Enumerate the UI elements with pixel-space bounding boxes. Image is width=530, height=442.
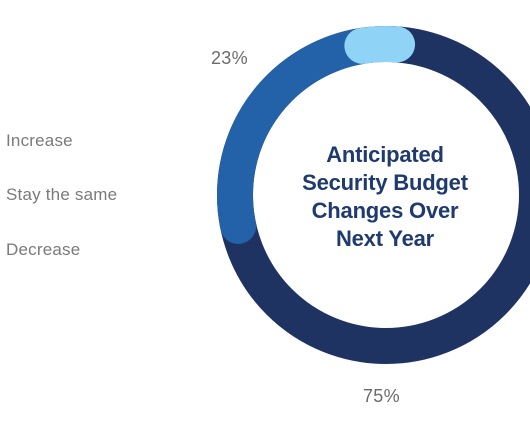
- legend-item-decrease: Decrease: [6, 240, 81, 259]
- chart-title-line: Security Budget: [302, 170, 468, 195]
- chart-title: Anticipated Security Budget Changes Over…: [290, 141, 480, 253]
- donut-slice-decrease: [344, 26, 416, 64]
- donut-slice-stay-the-same: [217, 27, 381, 244]
- legend-item-stay-the-same: Stay the same: [6, 185, 118, 204]
- chart-title-line: Anticipated: [326, 142, 444, 167]
- data-label-increase: 75%: [363, 386, 400, 406]
- chart-title-line: Changes Over: [311, 198, 459, 223]
- chart-title-line: Next Year: [335, 226, 435, 251]
- data-label-stay-the-same: 23%: [211, 48, 248, 68]
- legend-item-increase: Increase: [6, 131, 73, 150]
